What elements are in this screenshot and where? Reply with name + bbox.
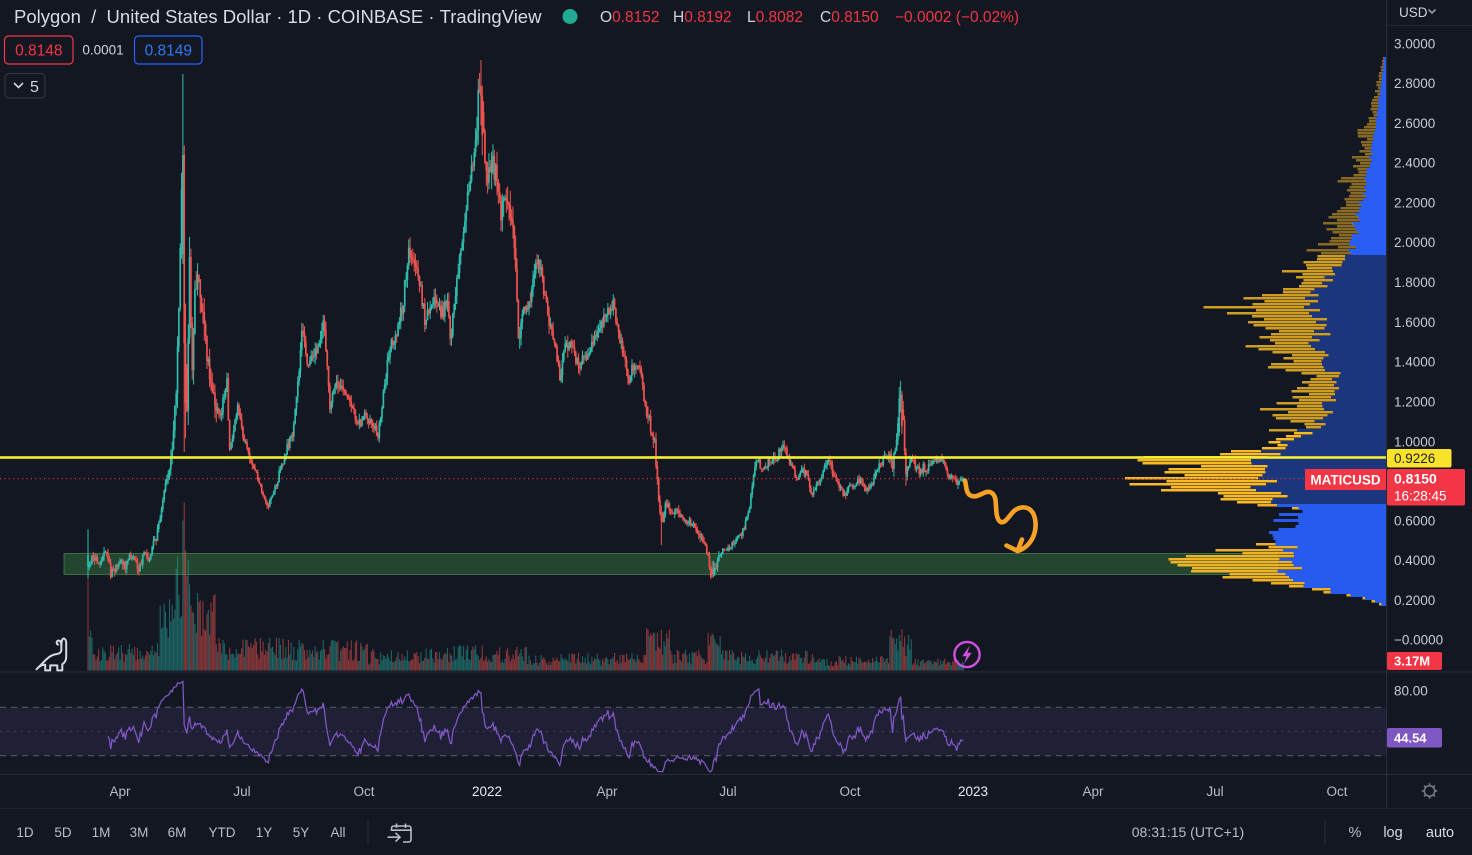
svg-text:YTD: YTD [209, 825, 236, 840]
svg-text:6M: 6M [168, 825, 187, 840]
svg-text:08:31:15 (UTC+1): 08:31:15 (UTC+1) [1132, 824, 1244, 840]
svg-text:1M: 1M [92, 825, 111, 840]
svg-text:1.6000: 1.6000 [1394, 315, 1435, 330]
svg-text:O0.8152: O0.8152 [600, 9, 659, 26]
svg-text:80.00: 80.00 [1394, 684, 1428, 699]
svg-text:Jul: Jul [1206, 784, 1223, 799]
svg-text:−0.0002 (−0.02%): −0.0002 (−0.02%) [895, 9, 1019, 26]
svg-text:2.0000: 2.0000 [1394, 235, 1435, 250]
svg-text:Oct: Oct [839, 784, 860, 799]
svg-text:3.0000: 3.0000 [1394, 37, 1435, 52]
svg-text:Apr: Apr [109, 784, 131, 799]
svg-text:MATICUSD: MATICUSD [1310, 472, 1380, 487]
svg-text:2023: 2023 [958, 784, 988, 799]
svg-text:Jul: Jul [233, 784, 250, 799]
svg-text:2022: 2022 [472, 784, 502, 799]
svg-text:2.2000: 2.2000 [1394, 196, 1435, 211]
svg-text:3M: 3M [130, 825, 149, 840]
svg-text:1D: 1D [16, 825, 34, 840]
svg-text:0.4000: 0.4000 [1394, 553, 1435, 568]
svg-text:Jul: Jul [719, 784, 736, 799]
svg-text:5D: 5D [54, 825, 72, 840]
svg-text:1.4000: 1.4000 [1394, 355, 1435, 370]
svg-text:1.2000: 1.2000 [1394, 395, 1435, 410]
svg-text:Oct: Oct [353, 784, 374, 799]
svg-text:16:28:45: 16:28:45 [1394, 489, 1447, 504]
svg-text:1.8000: 1.8000 [1394, 275, 1435, 290]
svg-text:0.8149: 0.8149 [145, 43, 192, 60]
svg-text:2.8000: 2.8000 [1394, 76, 1435, 91]
svg-text:Oct: Oct [1326, 784, 1347, 799]
svg-text:Apr: Apr [596, 784, 618, 799]
svg-text:%: % [1349, 825, 1362, 841]
svg-text:All: All [330, 825, 345, 840]
svg-text:44.54: 44.54 [1394, 731, 1427, 746]
svg-text:Polygon / United States Doll: Polygon / United States Dollar · 1D · CO… [14, 6, 542, 27]
svg-text:0.9226: 0.9226 [1394, 451, 1435, 466]
svg-text:5: 5 [30, 79, 39, 96]
svg-text:−0.0000: −0.0000 [1394, 633, 1443, 648]
svg-text:0.8148: 0.8148 [15, 43, 62, 60]
svg-text:0.2000: 0.2000 [1394, 593, 1435, 608]
svg-text:L0.8082: L0.8082 [747, 9, 803, 26]
svg-text:1Y: 1Y [256, 825, 273, 840]
svg-text:Apr: Apr [1082, 784, 1104, 799]
svg-text:1.0000: 1.0000 [1394, 435, 1435, 450]
svg-text:0.8150: 0.8150 [1394, 471, 1437, 487]
svg-text:3.17M: 3.17M [1394, 654, 1430, 669]
svg-text:2.6000: 2.6000 [1394, 116, 1435, 131]
svg-text:H0.8192: H0.8192 [673, 9, 732, 26]
svg-text:log: log [1383, 825, 1402, 841]
svg-text:0.6000: 0.6000 [1394, 514, 1435, 529]
svg-text:USD: USD [1399, 5, 1428, 20]
svg-text:0.0001: 0.0001 [82, 43, 123, 58]
svg-text:auto: auto [1426, 825, 1454, 841]
svg-text:C0.8150: C0.8150 [820, 9, 879, 26]
svg-text:5Y: 5Y [293, 825, 310, 840]
svg-text:2.4000: 2.4000 [1394, 156, 1435, 171]
